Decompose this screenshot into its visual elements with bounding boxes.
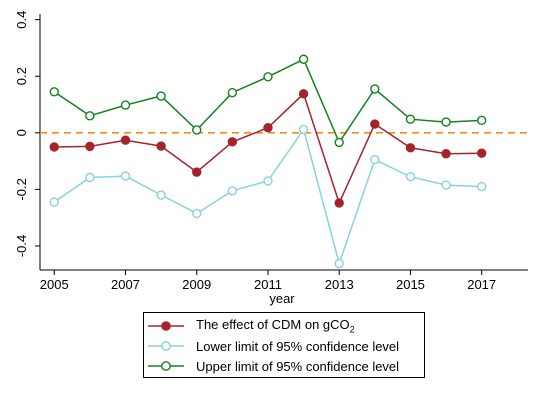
series-0-point [298, 89, 309, 99]
series-1-point [263, 176, 273, 186]
x-axis-label: year [269, 291, 295, 306]
series-0-point [370, 119, 380, 129]
series-0-point [405, 143, 416, 153]
plot-area: 0.4 0.2 0 -0.2 -0.4 2005 2007 2009 2011 2013 2015 2… [14, 11, 528, 292]
series-0-point [263, 123, 273, 133]
y-tick-label: 0.2 [14, 67, 29, 85]
series-0-point [192, 167, 202, 177]
series-2-point [370, 84, 380, 94]
series-0-point [120, 135, 131, 145]
series-0-point [85, 141, 95, 152]
series-1-point [405, 171, 416, 182]
legend-swatch-upper [148, 361, 184, 371]
series-0-point [441, 149, 451, 159]
series-2-point [227, 87, 238, 98]
legend-item-effect: The effect of CDM on gCO2 [144, 316, 355, 336]
series-2-point [405, 114, 416, 124]
y-tick-label: -0.2 [14, 178, 29, 200]
series-1-point [298, 124, 309, 135]
legend: The effect of CDM on gCO2 Lower limit of… [143, 312, 425, 378]
series-2-point [476, 115, 487, 126]
y-tick-label: 0.4 [14, 11, 29, 29]
legend-label-upper: Upper limit of 95% confidence level [196, 358, 400, 374]
series-2-point [85, 111, 95, 121]
series-1-point [370, 154, 380, 165]
series-0-point [49, 142, 59, 152]
series-2-point [334, 137, 344, 148]
x-tick-label: 2013 [325, 277, 354, 292]
series-2-point [156, 91, 166, 101]
series-1-point [441, 180, 451, 190]
series-2-point [49, 87, 59, 97]
series-0-point [476, 148, 487, 158]
legend-item-upper: Upper limit of 95% confidence level [144, 356, 399, 376]
series-1-point [334, 258, 344, 269]
series-1-point [156, 190, 166, 200]
series-0-point [227, 137, 238, 147]
series-0-point [334, 198, 344, 208]
legend-swatch-lower [148, 341, 184, 351]
series-2-point [192, 125, 202, 135]
x-tick-label: 2005 [40, 277, 69, 292]
legend-label-lower: Lower limit of 95% confidence level [196, 338, 400, 354]
legend-swatch-effect [148, 321, 184, 331]
series-2-point [298, 54, 309, 64]
series-1-point [192, 208, 202, 219]
series-2-point [120, 100, 131, 110]
series-1-point [227, 186, 238, 196]
series-0-point [156, 141, 166, 151]
legend-label-effect: The effect of CDM on gCO2 [196, 317, 355, 335]
series-1-point [49, 197, 59, 207]
series-1-point [120, 171, 131, 181]
x-tick-label: 2011 [254, 277, 282, 292]
series-1-point [476, 181, 487, 192]
x-tick-label: 2007 [111, 277, 140, 292]
y-tick-label: -0.4 [14, 235, 29, 257]
series-line-0 [54, 92, 482, 206]
x-tick-label: 2017 [467, 277, 496, 292]
legend-item-lower: Lower limit of 95% confidence level [144, 336, 399, 356]
x-tick-label: 2009 [182, 277, 211, 292]
series-1-point [85, 172, 95, 183]
y-tick-label: 0 [14, 129, 29, 136]
series-2-point [263, 72, 273, 82]
series-2-point [441, 117, 451, 127]
x-tick-label: 2015 [396, 277, 425, 292]
